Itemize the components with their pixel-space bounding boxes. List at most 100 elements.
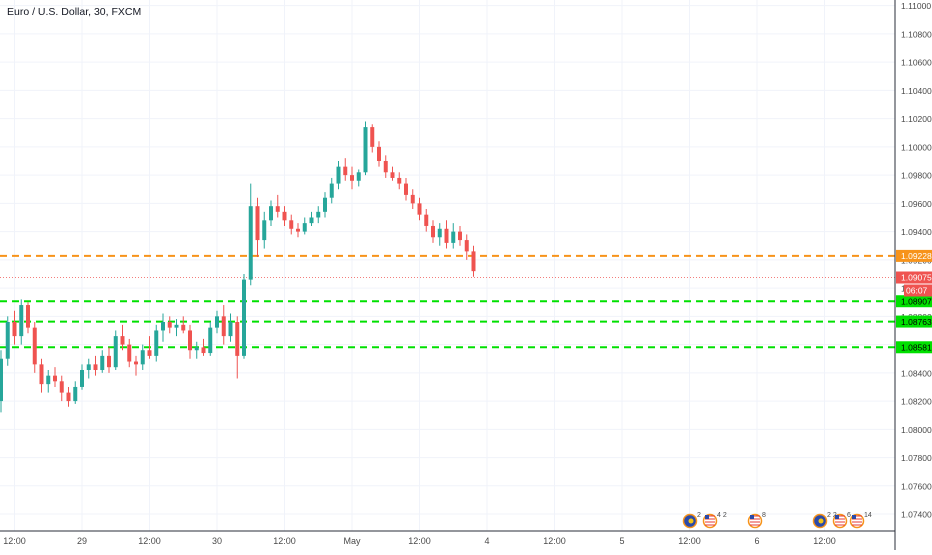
candle-body (12, 321, 17, 337)
price-level-label: 1.08907 (901, 296, 932, 306)
candle-body (73, 386, 78, 402)
price-level-label: 1.09075 (901, 273, 932, 283)
price-level-tag (896, 249, 932, 262)
event-count-label: 2 2 (827, 512, 837, 519)
candle-body (127, 344, 132, 362)
candle-body (296, 228, 300, 232)
eu-flag-stars (818, 518, 824, 524)
time-tick-label: 29 (77, 536, 87, 546)
candle-body (181, 324, 186, 331)
price-tick-label: 1.08000 (901, 425, 932, 435)
price-level-label: 1.08581 (901, 342, 932, 352)
price-tick-label: 1.08200 (901, 397, 932, 407)
candle-body (275, 206, 280, 212)
candle-body (113, 336, 118, 368)
candle-body (316, 211, 321, 218)
price-tick-label: 1.07400 (901, 510, 932, 520)
candle-body (437, 228, 442, 238)
candle-body (235, 321, 240, 356)
time-tick-label: 4 (484, 536, 489, 546)
candle-body (323, 197, 327, 212)
candle-body (107, 355, 111, 368)
candle-body (410, 194, 415, 204)
candle-body (471, 251, 476, 272)
candle-body (336, 166, 341, 184)
event-count-label: 2 (697, 512, 701, 519)
candle-body (221, 316, 226, 337)
candle-body (397, 177, 402, 184)
time-tick-label: May (343, 536, 361, 546)
candle-body (404, 183, 408, 195)
time-tick-label: 12:00 (408, 536, 431, 546)
candle-body (215, 316, 219, 328)
candle-body (53, 375, 57, 382)
candle-body (19, 305, 24, 337)
candle-body (329, 183, 334, 198)
countdown-label: 06:07 (906, 286, 928, 296)
candle-body (370, 127, 375, 147)
price-tick-label: 1.09400 (901, 227, 932, 237)
candle-body (5, 321, 10, 359)
candle-body (350, 175, 354, 181)
chart-title: Euro / U.S. Dollar, 30, FXCM (7, 6, 142, 18)
candle-body (208, 327, 213, 354)
countdown-tag (904, 284, 932, 297)
price-tick-label: 1.07800 (901, 453, 932, 463)
candle-body (269, 206, 273, 221)
candle-body (255, 206, 260, 241)
event-count-label: 6 (847, 512, 851, 519)
candle-body (262, 220, 267, 241)
price-level-tag (896, 271, 932, 284)
time-tick-label: 30 (212, 536, 222, 546)
time-tick-label: 12:00 (543, 536, 566, 546)
candle-body (282, 211, 287, 221)
time-tick-label: 6 (754, 536, 759, 546)
candle-body (242, 279, 246, 356)
time-tick-label: 12:00 (273, 536, 296, 546)
candle-body (39, 364, 44, 385)
candle-body (309, 217, 314, 224)
price-level-tag (896, 295, 932, 308)
candle-body (248, 206, 253, 280)
candle-body (444, 228, 449, 243)
candle-body (390, 172, 395, 178)
event-count-label: 4 2 (717, 512, 727, 519)
candle-body (32, 327, 37, 365)
us-flag-canton (705, 515, 709, 519)
price-tick-label: 1.10400 (901, 86, 932, 96)
price-level-tag (896, 315, 932, 328)
candle-body (154, 330, 159, 356)
candle-body (343, 166, 348, 176)
candle-body (201, 347, 206, 354)
price-axis[interactable]: 1.11000 1.10800 1.10600 1.10400 1.10200 1.100… (894, 0, 932, 550)
candle-body (66, 392, 71, 402)
us-flag-canton (835, 515, 839, 519)
candle-body (458, 231, 462, 241)
candle-body (464, 240, 469, 252)
candle-body (167, 321, 172, 328)
candle-body (431, 225, 435, 238)
event-count-label: 8 (762, 512, 766, 519)
price-tick-label: 1.10600 (901, 58, 932, 68)
candle-body (46, 375, 51, 385)
candle-body (194, 347, 199, 351)
candle-body (86, 364, 91, 371)
event-count-label: 14 (864, 512, 872, 519)
candles (0, 121, 476, 413)
economic-events[interactable]: 2 4 2 8 2 2 6 14 (682, 512, 872, 529)
price-tick-label: 1.10800 (901, 29, 932, 39)
time-axis[interactable]: 12:00 29 12:00 30 12:00 May 12:00 4 12:00 5 12:00 6… (0, 530, 895, 546)
time-tick-label: 12:00 (813, 536, 836, 546)
candle-body (188, 330, 192, 351)
candle-body (289, 220, 294, 229)
grid (0, 0, 895, 531)
candle-body (424, 214, 429, 226)
candle-body (120, 336, 125, 345)
price-level-label: 1.08763 (901, 317, 932, 327)
price-level-tag (896, 341, 932, 354)
time-tick-label: 12:00 (678, 536, 701, 546)
candle-body (93, 364, 98, 371)
us-flag-canton (750, 515, 754, 519)
